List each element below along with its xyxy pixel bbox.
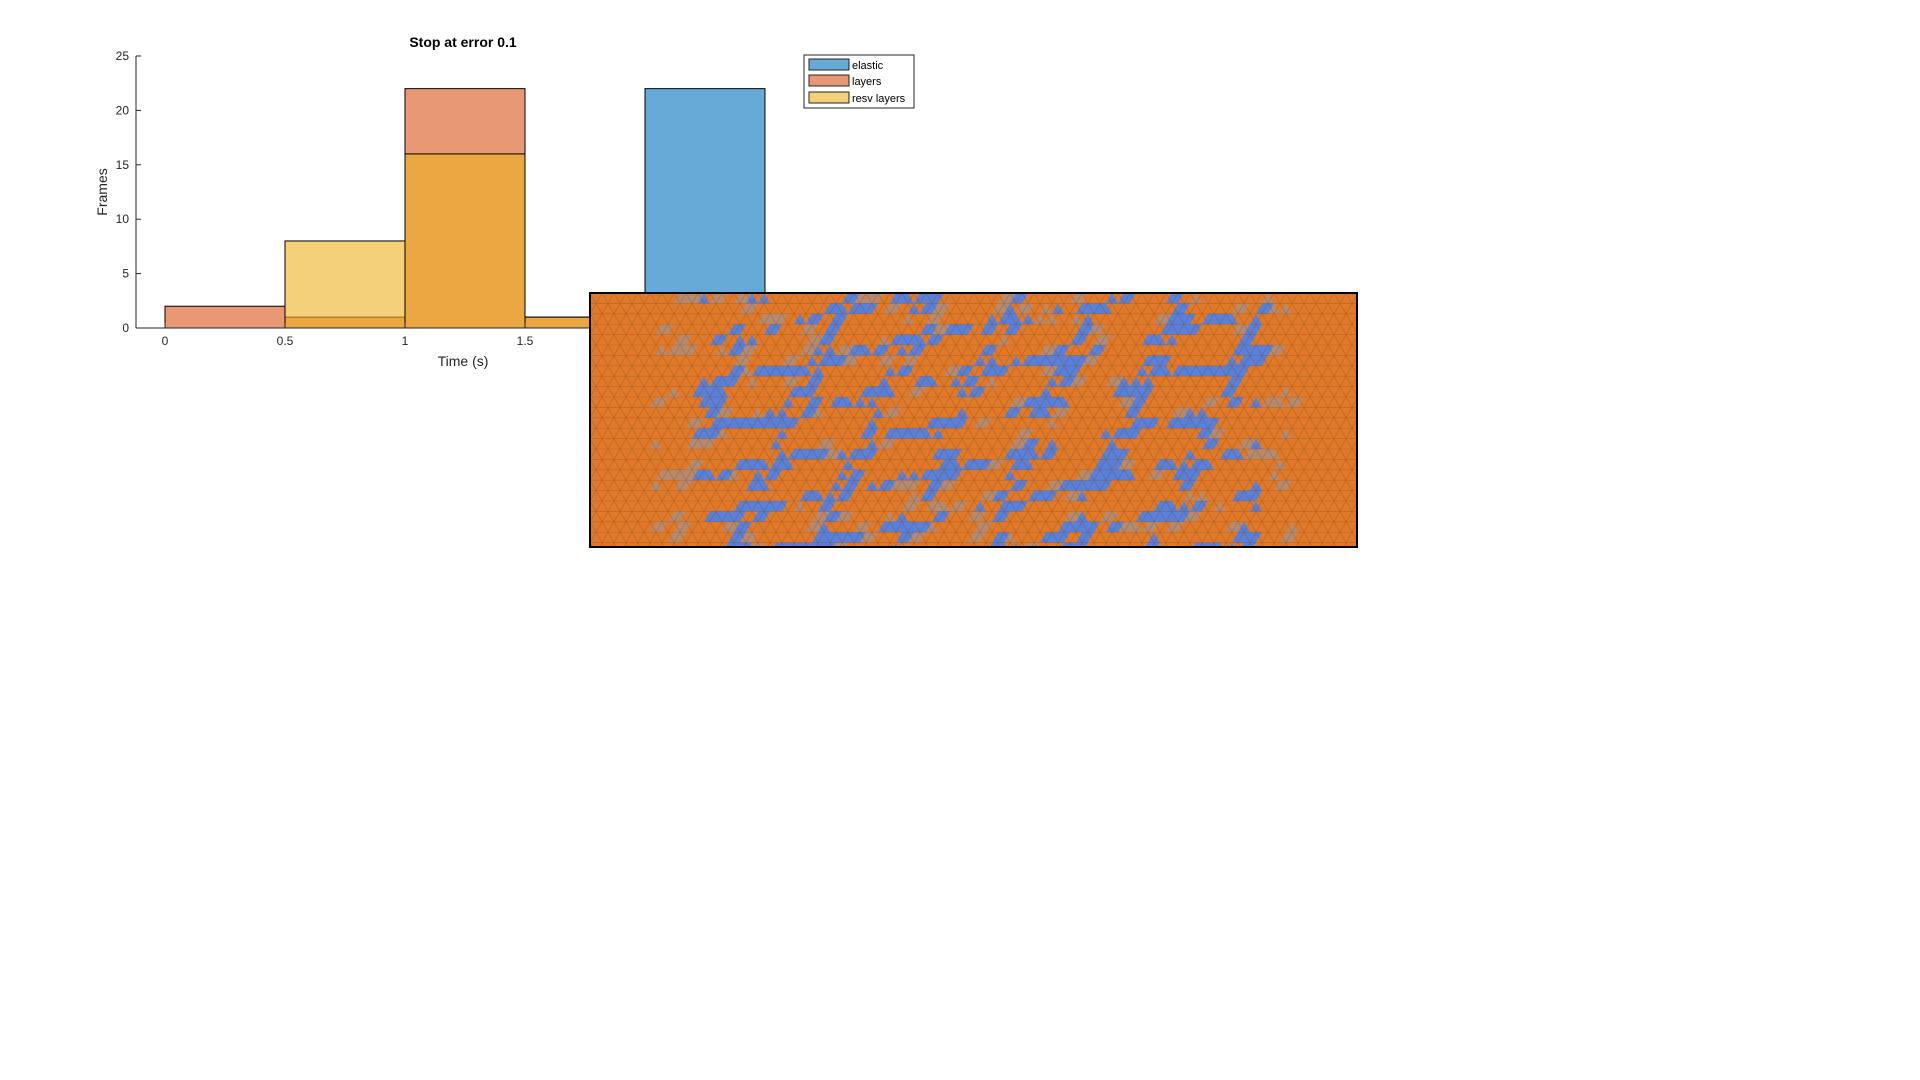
mesh-border bbox=[589, 292, 1358, 548]
legend-label-elastic: elastic bbox=[852, 60, 884, 72]
bar-elastic-4 bbox=[644, 88, 766, 329]
chart-title: Stop at error 0.1 bbox=[409, 34, 517, 50]
legend-label-resv-layers: resv layers bbox=[852, 93, 906, 105]
legend-item-resv-layers: resv layers bbox=[808, 91, 906, 105]
y-tick-label: 5 bbox=[122, 267, 129, 281]
histogram-axes: Stop at error 0.1 0 5 10 15 20 25 0 0.5 1 1.5 Fr… bbox=[94, 34, 766, 369]
y-ticks: 0 5 10 15 20 25 bbox=[116, 49, 141, 335]
bar-resv-layers-1 bbox=[284, 240, 406, 329]
legend: elastic layers resv layers bbox=[803, 54, 915, 109]
legend-item-elastic: elastic bbox=[808, 58, 884, 72]
mesh-accent-cells bbox=[692, 293, 1274, 547]
legend-label-layers: layers bbox=[852, 76, 882, 88]
x-tick-label: 0 bbox=[162, 334, 169, 348]
legend-swatch-layers bbox=[808, 74, 850, 87]
bar-resv-layers-2 bbox=[404, 153, 526, 329]
bar-layers-0 bbox=[164, 305, 286, 329]
y-axis-label: Frames bbox=[94, 168, 110, 215]
x-ticks: 0 0.5 1 1.5 bbox=[162, 323, 534, 348]
x-axis-label: Time (s) bbox=[438, 353, 489, 369]
y-tick-label: 20 bbox=[116, 103, 130, 117]
y-tick-label: 0 bbox=[122, 321, 129, 335]
y-tick-label: 10 bbox=[116, 212, 130, 226]
legend-swatch-resv-layers bbox=[808, 91, 850, 104]
mesh-panel bbox=[589, 292, 1358, 548]
mesh-cells bbox=[650, 293, 1304, 547]
legend-item-layers: layers bbox=[808, 74, 882, 88]
y-tick-label: 25 bbox=[116, 49, 130, 63]
x-tick-label: 1.5 bbox=[517, 334, 534, 348]
y-tick-label: 15 bbox=[116, 158, 130, 172]
x-tick-label: 0.5 bbox=[277, 334, 294, 348]
x-tick-label: 1 bbox=[402, 334, 409, 348]
bar-group bbox=[164, 88, 766, 329]
mesh-grid-lines bbox=[590, 293, 1357, 547]
mesh-edges bbox=[590, 293, 1357, 547]
legend-swatch-elastic bbox=[808, 58, 850, 71]
